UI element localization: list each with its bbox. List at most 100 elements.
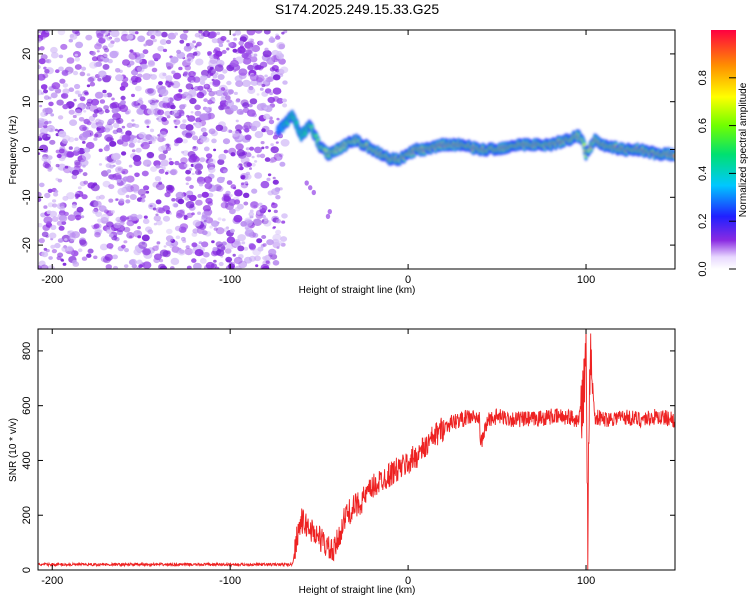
noise-blob bbox=[158, 153, 167, 160]
noise-blob bbox=[137, 140, 141, 143]
noise-blob bbox=[185, 245, 190, 249]
noise-blob bbox=[96, 126, 101, 131]
noise-blob bbox=[212, 74, 218, 79]
noise-blob bbox=[82, 140, 86, 144]
noise-blob bbox=[209, 81, 213, 85]
noise-blob bbox=[147, 88, 156, 96]
noise-blob bbox=[212, 79, 221, 86]
noise-blob bbox=[38, 137, 43, 141]
noise-blob bbox=[115, 68, 121, 73]
noise-blob bbox=[58, 148, 65, 154]
noise-blob bbox=[238, 68, 248, 76]
noise-blob bbox=[162, 101, 171, 109]
noise-blob bbox=[137, 226, 141, 230]
noise-blob bbox=[174, 139, 180, 144]
noise-blob bbox=[138, 264, 143, 268]
noise-blob bbox=[158, 81, 163, 86]
noise-blob bbox=[123, 240, 128, 244]
noise-blob bbox=[57, 115, 64, 120]
noise-blob bbox=[194, 249, 204, 257]
noise-blob bbox=[143, 215, 148, 219]
noise-blob bbox=[169, 212, 172, 215]
noise-blob bbox=[64, 165, 69, 169]
noise-blob bbox=[211, 38, 218, 44]
noise-blob bbox=[276, 117, 280, 121]
noise-blob bbox=[215, 89, 224, 97]
noise-blob bbox=[77, 186, 82, 190]
noise-blob bbox=[185, 132, 193, 139]
noise-blob bbox=[278, 43, 286, 50]
noise-blob bbox=[102, 35, 108, 40]
noise-blob bbox=[105, 264, 112, 269]
noise-blob bbox=[242, 102, 250, 109]
noise-blob bbox=[226, 47, 230, 51]
noise-blob bbox=[201, 230, 208, 236]
noise-blob bbox=[159, 265, 168, 269]
noise-blob bbox=[123, 226, 131, 233]
noise-blob bbox=[91, 56, 99, 62]
noise-blob bbox=[215, 227, 225, 235]
noise-blob bbox=[74, 109, 83, 116]
noise-blob bbox=[124, 248, 129, 253]
noise-blob bbox=[119, 221, 125, 226]
noise-blob bbox=[208, 166, 216, 173]
noise-blob bbox=[45, 30, 51, 33]
noise-blob bbox=[112, 254, 118, 260]
noise-blob bbox=[46, 210, 52, 215]
noise-blob bbox=[232, 33, 236, 37]
noise-blob bbox=[281, 213, 288, 219]
noise-blob bbox=[103, 105, 109, 110]
noise-blob bbox=[62, 195, 69, 201]
noise-blob bbox=[237, 245, 245, 252]
y-tick-label: 600 bbox=[21, 397, 33, 415]
colorbar-tick-label: 0.8 bbox=[697, 70, 709, 85]
noise-blob bbox=[38, 260, 46, 267]
noise-blob bbox=[220, 87, 226, 91]
noise-blob bbox=[100, 213, 110, 222]
noise-blob bbox=[87, 248, 94, 254]
noise-blob bbox=[186, 265, 192, 269]
noise-blob bbox=[187, 115, 196, 122]
noise-blob bbox=[189, 97, 197, 105]
noise-blob bbox=[166, 228, 173, 235]
noise-blob bbox=[275, 229, 282, 235]
noise-blob bbox=[179, 39, 185, 44]
noise-blob bbox=[240, 34, 249, 42]
noise-blob bbox=[148, 30, 157, 37]
noise-blob bbox=[110, 210, 115, 214]
noise-blob bbox=[176, 49, 182, 55]
y-tick-label: 400 bbox=[21, 451, 33, 469]
noise-blob bbox=[272, 260, 280, 266]
noise-blob bbox=[45, 59, 50, 63]
colorbar-tick-label: 0.6 bbox=[697, 118, 709, 133]
noise-blob bbox=[213, 91, 218, 95]
noise-blob bbox=[199, 113, 209, 121]
y-tick-label: -20 bbox=[21, 237, 33, 253]
noise-blob bbox=[81, 152, 91, 161]
noise-blob bbox=[74, 90, 80, 95]
noise-blob bbox=[96, 107, 103, 113]
noise-blob bbox=[86, 101, 92, 107]
noise-blob bbox=[39, 144, 49, 153]
noise-blob bbox=[263, 219, 272, 227]
noise-blob bbox=[231, 130, 240, 137]
noise-blob bbox=[191, 242, 198, 248]
noise-blob bbox=[254, 65, 260, 70]
noise-blob bbox=[75, 107, 83, 114]
y-tick-label: 20 bbox=[21, 48, 33, 60]
noise-blob bbox=[148, 140, 153, 145]
noise-blob bbox=[247, 64, 255, 71]
noise-blob bbox=[44, 192, 51, 199]
noise-blob bbox=[63, 165, 72, 174]
noise-blob bbox=[99, 243, 109, 251]
noise-blob bbox=[54, 128, 59, 132]
noise-blob bbox=[171, 80, 181, 89]
noise-blob bbox=[216, 249, 225, 257]
noise-blob bbox=[60, 259, 65, 262]
noise-blob bbox=[201, 69, 209, 77]
noise-blob bbox=[125, 194, 130, 198]
noise-blob bbox=[137, 188, 147, 196]
noise-blob bbox=[235, 143, 244, 151]
noise-blob bbox=[137, 35, 146, 43]
x-tick-label: 100 bbox=[577, 274, 595, 286]
